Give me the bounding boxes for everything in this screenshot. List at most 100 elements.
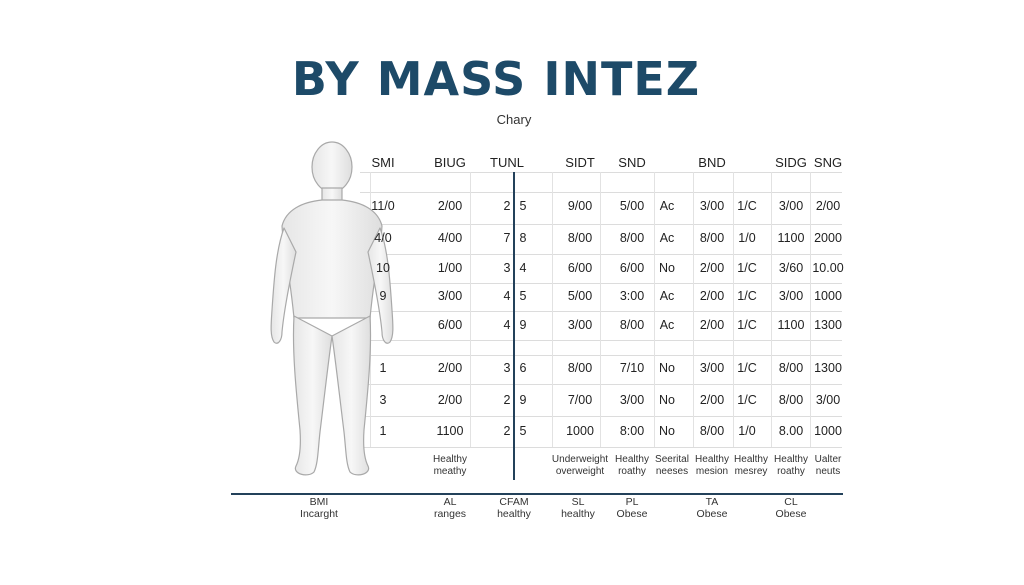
table-cell: 7	[503, 231, 511, 245]
table-cell: 1300	[814, 318, 842, 332]
category-note: Healthy mesrey	[734, 454, 768, 477]
table-cell: 3/00	[778, 289, 804, 303]
footer-label: AL ranges	[433, 496, 467, 520]
table-cell: 1000	[566, 424, 594, 438]
table-cell: 3	[503, 261, 511, 275]
table-cell: 1/C	[737, 361, 757, 375]
table-cell: 8	[519, 231, 527, 245]
table-cell: 3	[503, 361, 511, 375]
table-cell: 1/C	[737, 393, 757, 407]
table-cell: No	[659, 261, 675, 275]
grid-hline	[360, 384, 842, 385]
table-cell: 6/00	[619, 261, 645, 275]
category-note: Healthy meathy	[433, 454, 467, 477]
footer-label: SL healthy	[561, 496, 595, 520]
column-header: SIDG	[775, 155, 807, 170]
table-cell: 3	[379, 393, 387, 407]
table-cell: 2/00	[699, 318, 725, 332]
table-cell: 1/00	[437, 261, 463, 275]
footer-label: CL Obese	[775, 496, 807, 520]
table-cell: 9	[519, 393, 527, 407]
table-cell: 8/00	[699, 231, 725, 245]
table-cell: 8.00	[778, 424, 804, 438]
table-cell: 2/00	[437, 393, 463, 407]
grid-hline	[360, 172, 842, 173]
footer-label: BMI Incarght	[300, 496, 338, 520]
grid-hline	[360, 283, 842, 284]
table-cell: 1/0	[738, 231, 756, 245]
table-cell: 3/60	[778, 261, 804, 275]
table-cell: 8/00	[619, 231, 645, 245]
table-cell: 10	[376, 261, 390, 275]
grid-vline	[771, 172, 772, 447]
table-cell: 8/00	[567, 231, 593, 245]
grid-hline	[360, 311, 842, 312]
grid-hline	[360, 254, 842, 255]
table-cell: 2/00	[699, 393, 725, 407]
table-cell: 1000	[814, 424, 842, 438]
table-cell: 5	[519, 289, 527, 303]
table-cell: Ac	[659, 199, 675, 213]
category-note: Underweight overweight	[551, 454, 609, 477]
table-cell: 2/00	[699, 261, 725, 275]
table-cell: Ac	[659, 231, 675, 245]
table-cell: 3/00	[699, 199, 725, 213]
table-cell: 3/00	[619, 393, 645, 407]
table-cell: 8:00	[619, 424, 645, 438]
column-header: SMI	[371, 155, 395, 170]
table-cell: 2000	[814, 231, 842, 245]
table-cell: 1100	[436, 424, 464, 438]
grid-vline	[600, 172, 601, 447]
column-header: BIUG	[434, 155, 466, 170]
category-note: Healthy roathy	[615, 454, 649, 477]
grid-hline	[360, 447, 842, 448]
category-note: Healthy mesion	[695, 454, 729, 477]
chart-subtitle: Chary	[496, 112, 532, 127]
footer-label: TA Obese	[696, 496, 728, 520]
table-cell: No	[659, 393, 675, 407]
table-cell: 3/00	[437, 289, 463, 303]
center-axis-line	[513, 172, 515, 480]
table-cell: 3/00	[699, 361, 725, 375]
category-note: Ualter neuts	[814, 454, 842, 477]
table-cell: 6	[519, 361, 527, 375]
table-cell: 6/00	[567, 261, 593, 275]
table-cell: 2	[503, 424, 511, 438]
table-cell: 1/C	[737, 318, 757, 332]
table-cell: 1	[379, 361, 387, 375]
table-cell: 1000	[814, 289, 842, 303]
table-cell: 1/0	[738, 424, 756, 438]
table-cell: 9	[379, 289, 387, 303]
table-cell: 1/C	[737, 261, 757, 275]
table-cell: 11/0	[371, 199, 395, 213]
table-cell: 4/00	[437, 231, 463, 245]
table-cell: Ac	[659, 318, 675, 332]
table-cell: 5	[519, 424, 527, 438]
grid-vline	[733, 172, 734, 447]
table-cell: 1100	[777, 318, 805, 332]
table-cell: 1/C	[737, 199, 757, 213]
table-cell: 1	[379, 424, 387, 438]
table-cell: 2/00	[815, 199, 841, 213]
table-cell: 4	[503, 318, 511, 332]
column-header: SNG	[813, 155, 843, 170]
table-cell: 2/00	[437, 361, 463, 375]
table-cell: 2/00	[699, 289, 725, 303]
grid-vline	[693, 172, 694, 447]
table-cell: 9	[519, 318, 527, 332]
table-cell: 2	[503, 199, 511, 213]
category-note: Healthy roathy	[774, 454, 808, 477]
table-cell: 1/C	[737, 289, 757, 303]
category-note: Seerital neeses	[655, 454, 689, 477]
table-cell: 9/00	[567, 199, 593, 213]
table-cell: No	[659, 424, 675, 438]
table-cell: No	[659, 361, 675, 375]
grid-vline	[810, 172, 811, 447]
grid-vline	[654, 172, 655, 447]
table-cell: 5	[519, 199, 527, 213]
table-cell: 2	[503, 393, 511, 407]
grid-vline	[470, 172, 471, 447]
table-cell: 3:00	[619, 289, 645, 303]
table-cell: 1300	[814, 361, 842, 375]
grid-vline	[552, 172, 553, 447]
